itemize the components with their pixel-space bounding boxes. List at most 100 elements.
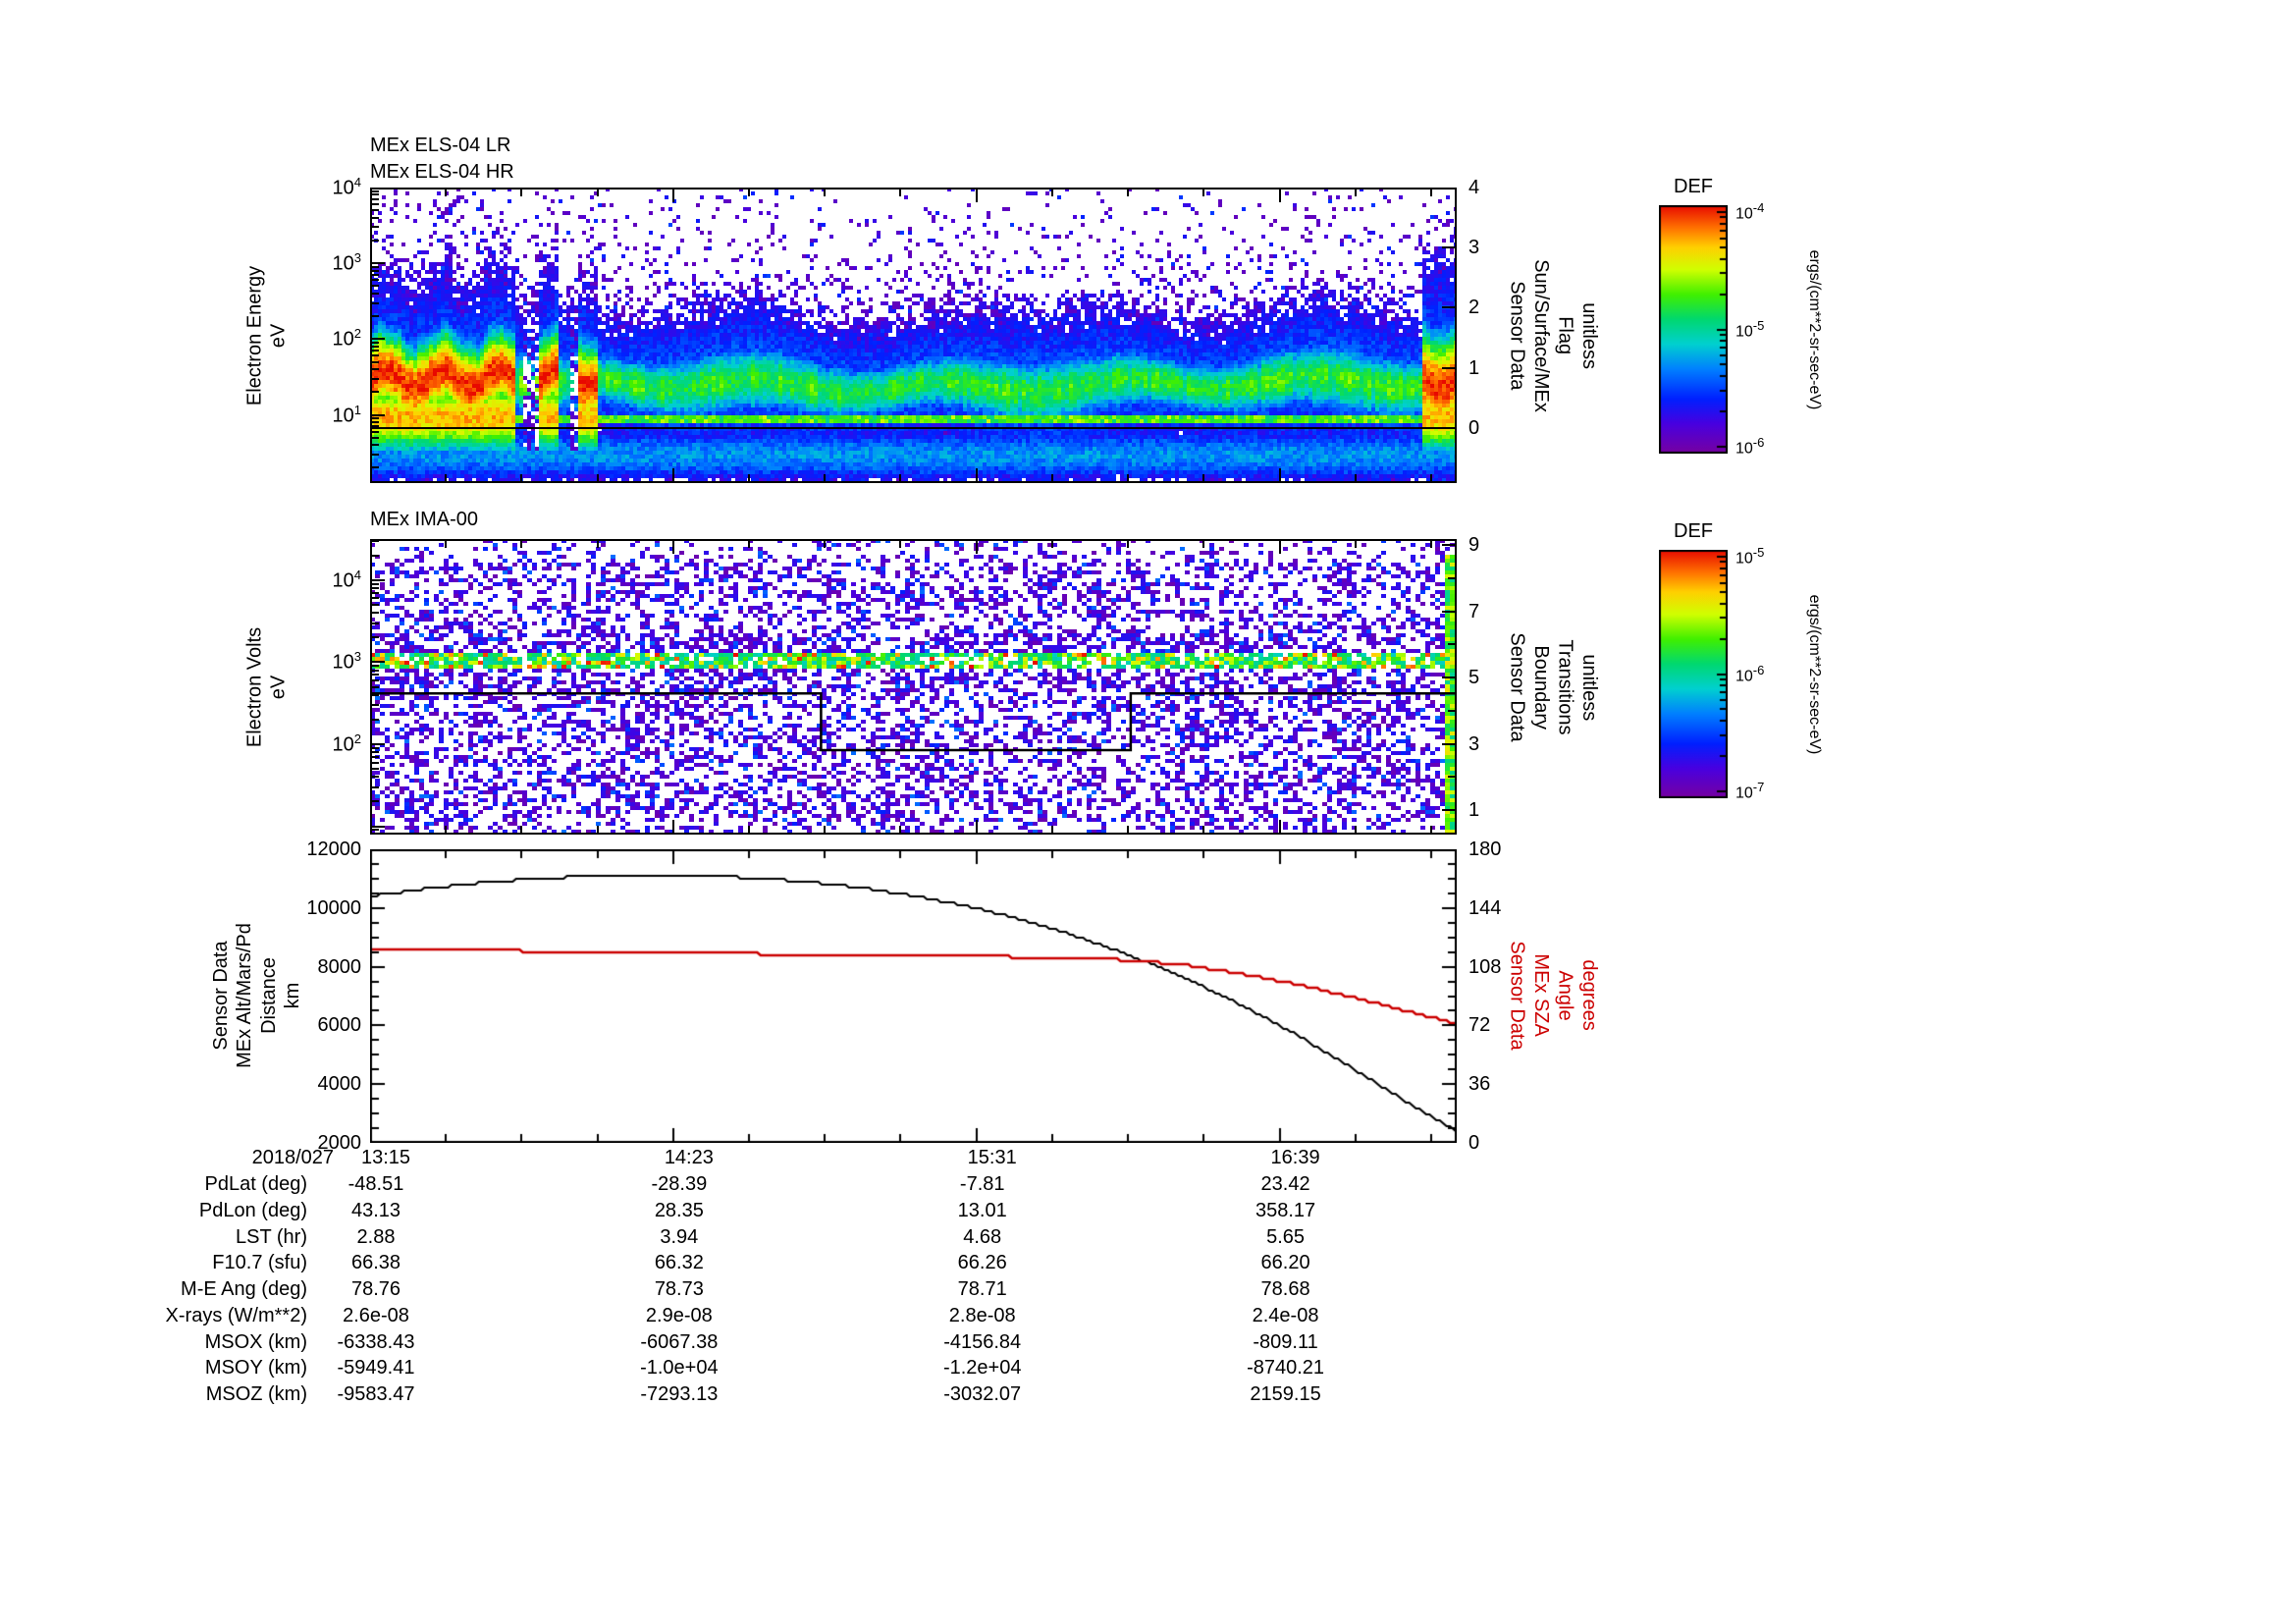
ima-ytick-label: 104 <box>332 567 361 592</box>
table-cell: -28.39 <box>651 1172 708 1195</box>
ima-y-axis-label: Electron Volts eV <box>243 626 290 748</box>
ima-colorbar <box>1659 550 1728 798</box>
table-cell: -48.51 <box>347 1172 404 1195</box>
table-cell: 5.65 <box>1266 1225 1306 1248</box>
date-label: 2018/027 <box>251 1146 334 1168</box>
table-cell: 78.71 <box>957 1277 1007 1300</box>
ima-ytick-label: 103 <box>332 649 361 675</box>
table-cell: 66.32 <box>654 1252 704 1274</box>
altitude-sza-chart-canvas <box>370 849 1457 1143</box>
els-colorbar-unit-label: ergs/(cm**2-sr-sec-eV) <box>1805 249 1823 410</box>
ima-ytick-label: 102 <box>332 730 361 756</box>
alt-ytick-label: 2000 <box>317 1131 362 1154</box>
els-title-hr: MEx ELS-04 HR <box>370 161 514 183</box>
table-cell: 358.17 <box>1255 1199 1316 1221</box>
ima-spectrogram-canvas <box>370 539 1457 835</box>
ima-colorbar-unit-label: ergs/(cm**2-sr-sec-eV) <box>1805 594 1823 755</box>
table-cell: -6067.38 <box>640 1330 719 1353</box>
table-cell: 3.94 <box>660 1225 699 1248</box>
alt-ytick-label: 10000 <box>306 896 361 919</box>
alt-ytick-label: 8000 <box>317 955 362 978</box>
ima-title: MEx IMA-00 <box>370 509 479 530</box>
table-cell: -809.11 <box>1253 1330 1318 1353</box>
ima-right-tick-label: 7 <box>1468 600 1480 622</box>
ima-right-axis-label: Sensor Data Boundary Transitions unitles… <box>1506 632 1600 742</box>
ima-colorbar-tick-label: 10-6 <box>1735 662 1765 684</box>
table-row-label: MSOY (km) <box>204 1357 307 1380</box>
sza-tick-label: 180 <box>1468 838 1502 860</box>
els-y-axis-label: Electron Energy eV <box>243 265 290 406</box>
table-cell: -7293.13 <box>640 1382 719 1405</box>
table-cell: 4.68 <box>963 1225 1002 1248</box>
els-ytick-label: 103 <box>332 250 361 275</box>
alt-y-axis-label: Sensor Data MEx Alt/Mars/Pd Distance km <box>210 923 304 1068</box>
table-row-label: LST (hr) <box>236 1225 307 1248</box>
els-flag-axis-label: Sensor Data Sun/Surface/MEx Flag unitles… <box>1506 259 1600 412</box>
table-cell: 78.73 <box>654 1277 704 1300</box>
table-cell: 2.88 <box>356 1225 396 1248</box>
els-colorbar-title: DEF <box>1674 175 1713 197</box>
time-tick-label: 13:15 <box>360 1146 411 1168</box>
els-ytick-label: 102 <box>332 326 361 351</box>
table-cell: 66.20 <box>1260 1252 1310 1274</box>
table-cell: -4156.84 <box>943 1330 1022 1353</box>
sza-tick-label: 0 <box>1468 1131 1480 1154</box>
table-cell: 78.68 <box>1260 1277 1310 1300</box>
sza-tick-label: 72 <box>1468 1014 1491 1037</box>
els-spectrogram-canvas <box>370 188 1457 483</box>
alt-ytick-label: 12000 <box>306 838 361 860</box>
els-flag-tick-label: 1 <box>1468 356 1480 379</box>
ima-colorbar-tick-label: 10-7 <box>1735 780 1765 802</box>
ima-colorbar-tick-label: 10-5 <box>1735 545 1765 568</box>
table-cell: 2.9e-08 <box>645 1304 713 1326</box>
sza-tick-label: 108 <box>1468 955 1502 978</box>
time-tick-label: 14:23 <box>664 1146 714 1168</box>
table-row-label: MSOX (km) <box>204 1330 307 1353</box>
table-row-label: PdLon (deg) <box>198 1199 307 1221</box>
table-cell: 23.42 <box>1260 1172 1310 1195</box>
els-flag-tick-label: 2 <box>1468 297 1480 319</box>
ima-right-tick-label: 1 <box>1468 798 1480 821</box>
table-cell: 28.35 <box>654 1199 704 1221</box>
table-cell: 2.4e-08 <box>1252 1304 1319 1326</box>
table-cell: 66.26 <box>957 1252 1007 1274</box>
ima-colorbar-title: DEF <box>1674 519 1713 542</box>
table-cell: 66.38 <box>350 1252 401 1274</box>
table-cell: 43.13 <box>350 1199 401 1221</box>
table-cell: 13.01 <box>957 1199 1007 1221</box>
els-colorbar-tick-label: 10-4 <box>1735 200 1765 223</box>
table-cell: 2159.15 <box>1250 1382 1321 1405</box>
table-cell: -8740.21 <box>1247 1357 1325 1380</box>
time-tick-label: 15:31 <box>967 1146 1017 1168</box>
table-cell: -3032.07 <box>943 1382 1022 1405</box>
table-row-label: X-rays (W/m**2) <box>165 1304 307 1326</box>
sza-tick-label: 36 <box>1468 1072 1491 1095</box>
sza-tick-label: 144 <box>1468 896 1502 919</box>
table-cell: 2.8e-08 <box>948 1304 1016 1326</box>
alt-ytick-label: 6000 <box>317 1014 362 1037</box>
els-ytick-label: 104 <box>332 174 361 199</box>
els-ytick-label: 101 <box>332 402 361 427</box>
ima-right-tick-label: 9 <box>1468 533 1480 556</box>
table-cell: 2.6e-08 <box>343 1304 409 1326</box>
time-tick-label: 16:39 <box>1270 1146 1320 1168</box>
table-cell: -1.0e+04 <box>640 1357 719 1380</box>
els-colorbar-tick-label: 10-6 <box>1735 435 1765 458</box>
sza-axis-label: Sensor Data MEx SZA Angle degrees <box>1506 941 1600 1051</box>
els-flag-tick-label: 0 <box>1468 416 1480 439</box>
els-title-lr: MEx ELS-04 LR <box>370 135 511 156</box>
table-cell: -1.2e+04 <box>942 1357 1022 1380</box>
table-row-label: F10.7 (sfu) <box>212 1252 307 1274</box>
table-row-label: MSOZ (km) <box>205 1382 307 1405</box>
ima-right-tick-label: 3 <box>1468 732 1480 755</box>
els-flag-tick-label: 4 <box>1468 176 1480 198</box>
table-row-label: PdLat (deg) <box>204 1172 307 1195</box>
ima-right-tick-label: 5 <box>1468 666 1480 688</box>
table-row-label: M-E Ang (deg) <box>181 1277 307 1300</box>
table-cell: -7.81 <box>959 1172 1005 1195</box>
alt-ytick-label: 4000 <box>317 1072 362 1095</box>
els-colorbar <box>1659 205 1728 454</box>
els-flag-tick-label: 3 <box>1468 236 1480 258</box>
els-colorbar-tick-label: 10-5 <box>1735 317 1765 340</box>
table-cell: -9583.47 <box>337 1382 415 1405</box>
